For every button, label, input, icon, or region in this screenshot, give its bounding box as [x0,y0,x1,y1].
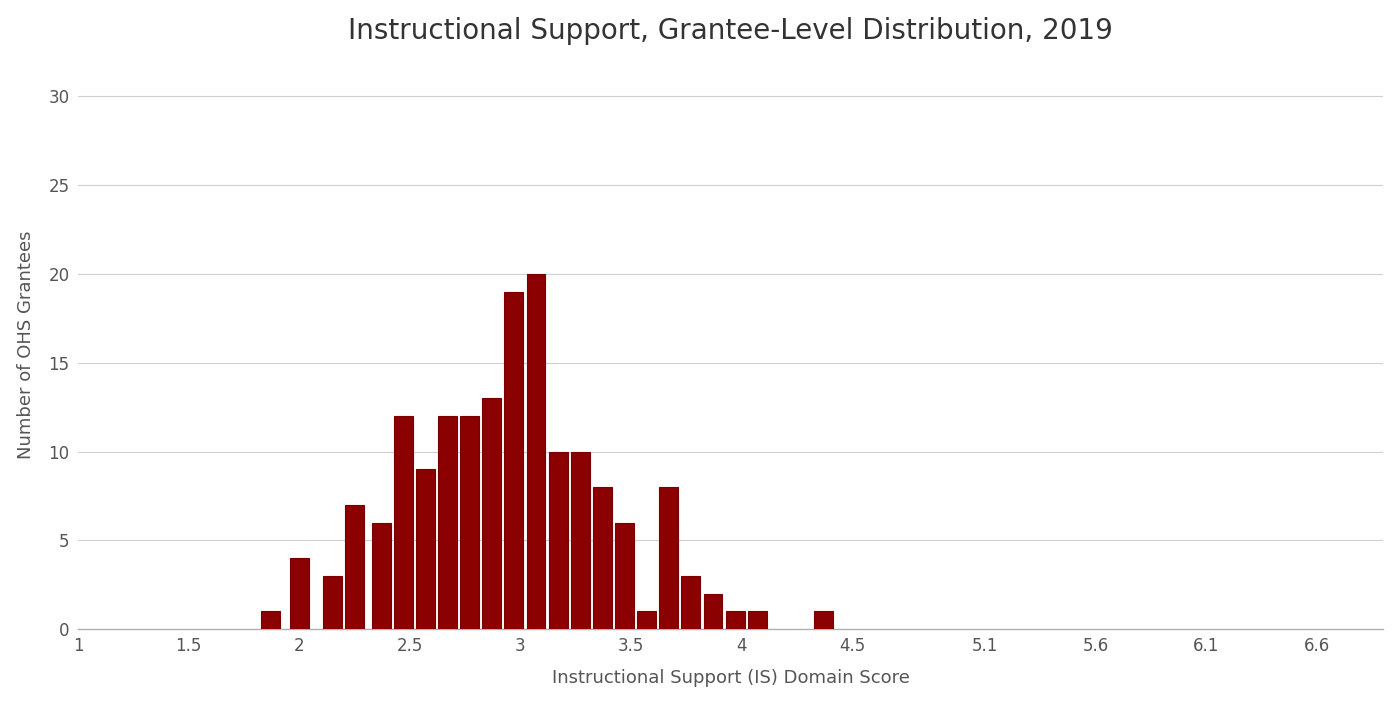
Bar [290,558,308,629]
Bar [416,470,435,629]
Bar [323,576,342,629]
Bar [260,611,280,629]
Bar [704,593,722,629]
Bar [615,522,634,629]
Bar [393,416,413,629]
Bar [594,487,612,629]
Bar [483,398,501,629]
Title: Instructional Support, Grantee-Level Distribution, 2019: Instructional Support, Grantee-Level Dis… [349,17,1113,44]
Bar [504,291,524,629]
Bar [815,611,833,629]
Bar [682,576,700,629]
Y-axis label: Number of OHS Grantees: Number of OHS Grantees [17,231,35,459]
Bar [748,611,767,629]
Bar [372,522,391,629]
X-axis label: Instructional Support (IS) Domain Score: Instructional Support (IS) Domain Score [552,670,910,687]
Bar [549,451,567,629]
Bar [637,611,657,629]
Bar [571,451,589,629]
Bar [659,487,678,629]
Bar [346,505,364,629]
Bar [526,274,546,629]
Bar [725,611,745,629]
Bar [438,416,456,629]
Bar [461,416,479,629]
